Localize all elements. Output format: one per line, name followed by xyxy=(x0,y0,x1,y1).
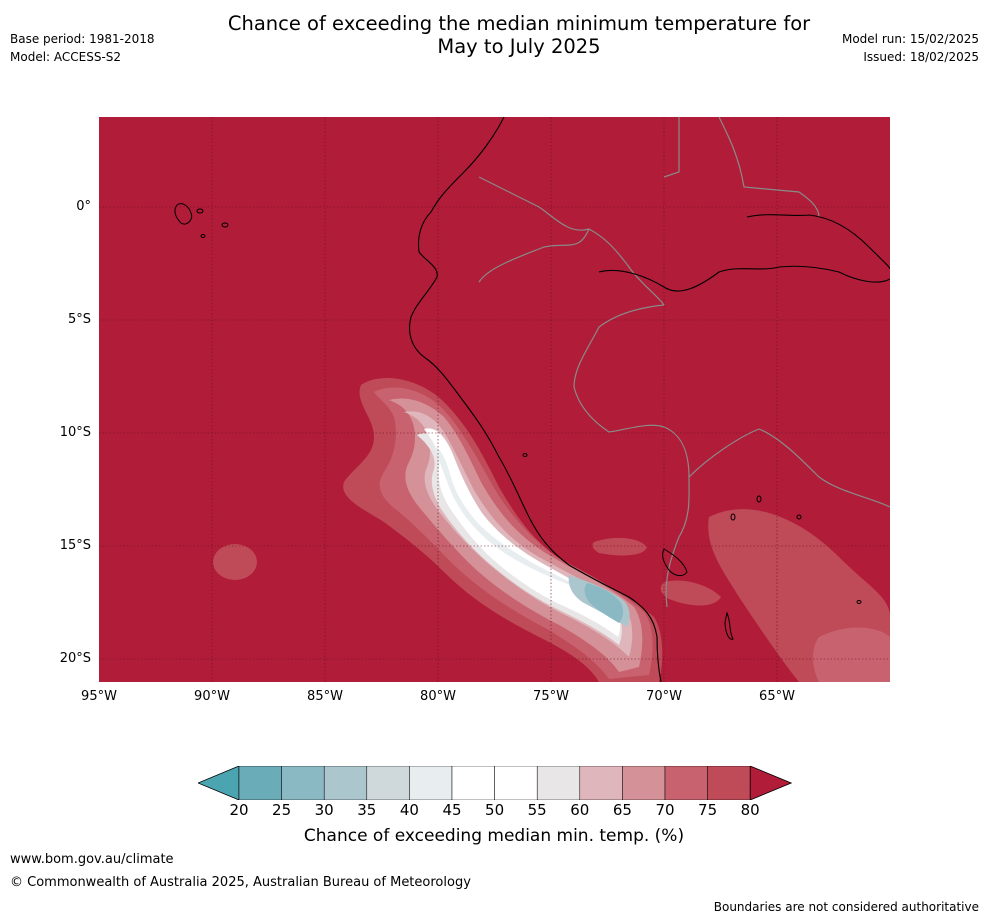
lat-label-0: 0° xyxy=(76,199,91,214)
colorbar-bin-55-60 xyxy=(536,766,581,800)
lon-label-65w: 65°W xyxy=(759,689,795,704)
colorbar-tick-40: 40 xyxy=(399,801,419,819)
lakes xyxy=(522,453,862,640)
meta-right: Model run: 15/02/2025 Issued: 18/02/2025 xyxy=(842,30,979,66)
colorbar-graphic xyxy=(198,766,792,800)
base-period-text: Base period: 1981-2018 xyxy=(10,32,155,46)
colorbar-over-arrow xyxy=(749,766,792,800)
lat-label-15s: 15°S xyxy=(59,538,91,553)
lon-label-90w: 90°W xyxy=(194,689,230,704)
colorbar-under-arrow xyxy=(198,766,240,800)
country-borders xyxy=(478,117,890,608)
lon-label-95w: 95°W xyxy=(81,689,117,704)
model-text: Model: ACCESS-S2 xyxy=(10,50,122,64)
lat-label-10s: 10°S xyxy=(59,425,91,440)
colorbar-bin-75-80 xyxy=(707,766,751,800)
lon-label-70w: 70°W xyxy=(646,689,682,704)
colorbar-tick-20: 20 xyxy=(229,801,249,819)
colorbar-tick-60: 60 xyxy=(570,801,590,819)
colorbar-bin-40-45 xyxy=(409,766,453,800)
coastal-anomaly-region xyxy=(343,378,663,682)
inland-patch-4 xyxy=(813,627,890,682)
map-gridlines xyxy=(99,117,890,682)
forecast-map[interactable] xyxy=(99,117,890,682)
colorbar-title: Chance of exceeding median min. temp. (%… xyxy=(303,826,685,846)
offshore-patch xyxy=(213,544,257,580)
issued-text: Issued: 18/02/2025 xyxy=(863,50,979,64)
footer-disclaimer: Boundaries are not considered authoritat… xyxy=(713,900,979,914)
colorbar-bin-60-65 xyxy=(579,766,623,800)
colorbar-tick-65: 65 xyxy=(612,801,632,819)
coastline xyxy=(408,117,890,682)
map-title-line2: May to July 2025 xyxy=(437,35,601,58)
colorbar-tick-35: 35 xyxy=(357,801,377,819)
footer-url[interactable]: www.bom.gov.au/climate xyxy=(10,852,174,867)
lat-label-20s: 20°S xyxy=(59,651,91,666)
colorbar-bin-20-25 xyxy=(238,766,282,800)
colorbar-bin-25-30 xyxy=(281,766,325,800)
colorbar-tick-55: 55 xyxy=(527,801,547,819)
colorbar-bin-65-70 xyxy=(622,766,666,800)
colorbar-bin-70-75 xyxy=(664,766,708,800)
map-title-line1: Chance of exceeding the median minimum t… xyxy=(227,12,811,35)
inland-patch-2 xyxy=(660,580,721,606)
model-run-text: Model run: 15/02/2025 xyxy=(841,32,979,46)
inland-patch-1 xyxy=(592,537,647,556)
colorbar-ticks: 20 25 30 35 40 45 50 55 60 65 70 75 80 xyxy=(0,801,988,821)
colorbar-bin-45-50 xyxy=(451,766,495,800)
colorbar-tick-70: 70 xyxy=(655,801,675,819)
colorbar-tick-50: 50 xyxy=(485,801,505,819)
colorbar xyxy=(198,766,792,800)
lon-label-75w: 75°W xyxy=(533,689,569,704)
colorbar-bin-35-40 xyxy=(366,766,410,800)
colorbar-tick-30: 30 xyxy=(314,801,334,819)
lat-label-5s: 5°S xyxy=(67,312,91,327)
map-canvas xyxy=(99,117,890,682)
colorbar-tick-80: 80 xyxy=(740,801,760,819)
lon-label-85w: 85°W xyxy=(307,689,343,704)
galapagos-islands xyxy=(174,203,229,238)
colorbar-bin-30-35 xyxy=(323,766,368,800)
meta-left: Base period: 1981-2018 Model: ACCESS-S2 xyxy=(10,30,155,66)
map-title: Chance of exceeding the median minimum t… xyxy=(0,12,988,58)
colorbar-tick-45: 45 xyxy=(442,801,462,819)
colorbar-bin-50-55 xyxy=(494,766,538,800)
footer-copyright: © Commonwealth of Australia 2025, Austra… xyxy=(10,875,471,890)
colorbar-tick-25: 25 xyxy=(272,801,292,819)
lon-label-80w: 80°W xyxy=(420,689,456,704)
colorbar-tick-75: 75 xyxy=(698,801,718,819)
